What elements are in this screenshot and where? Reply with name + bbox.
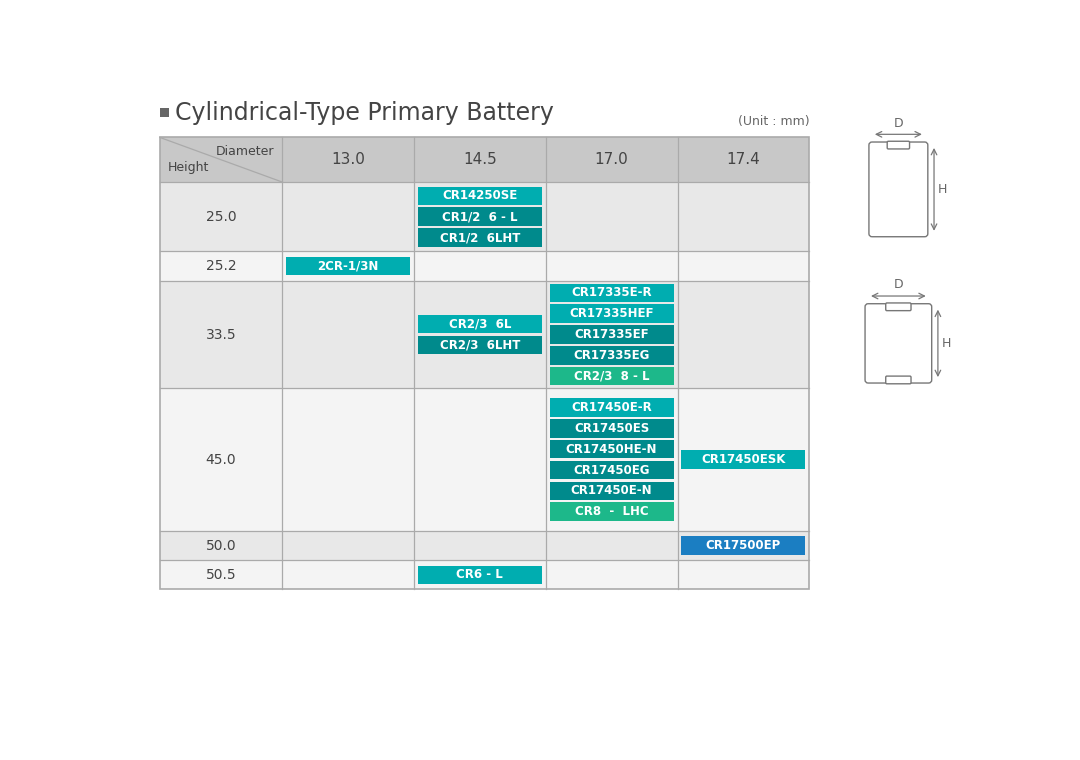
Text: 25.0: 25.0 <box>205 210 237 223</box>
Bar <box>160 138 809 590</box>
Bar <box>418 207 542 226</box>
Text: (Unit : mm): (Unit : mm) <box>738 116 809 128</box>
Text: 50.5: 50.5 <box>205 568 237 581</box>
FancyBboxPatch shape <box>865 304 932 383</box>
FancyBboxPatch shape <box>869 142 928 236</box>
Bar <box>550 440 674 458</box>
Bar <box>418 565 542 584</box>
Bar <box>550 461 674 480</box>
Text: 13.0: 13.0 <box>332 152 365 167</box>
Text: CR17450E-N: CR17450E-N <box>571 484 652 497</box>
Bar <box>160 182 809 252</box>
Bar <box>160 138 809 182</box>
Text: 45.0: 45.0 <box>205 453 237 467</box>
Bar <box>550 482 674 500</box>
Text: H: H <box>937 183 947 196</box>
Text: CR2/3  8 - L: CR2/3 8 - L <box>573 369 649 382</box>
Text: D: D <box>893 278 903 291</box>
Bar <box>550 502 674 521</box>
Bar <box>418 315 542 334</box>
Text: 14.5: 14.5 <box>463 152 497 167</box>
Text: CR17500EP: CR17500EP <box>705 539 781 552</box>
Text: Cylindrical-Type Primary Battery: Cylindrical-Type Primary Battery <box>175 101 554 125</box>
Text: CR17335EG: CR17335EG <box>573 349 650 362</box>
Bar <box>681 451 806 469</box>
Text: 50.0: 50.0 <box>205 539 237 553</box>
Text: D: D <box>893 117 903 130</box>
Bar <box>160 280 809 388</box>
Text: Height: Height <box>167 161 208 174</box>
Text: CR17335HEF: CR17335HEF <box>569 307 653 320</box>
Bar <box>160 388 809 531</box>
Text: CR17450EG: CR17450EG <box>573 464 650 477</box>
Text: CR17450ESK: CR17450ESK <box>701 453 785 466</box>
Text: CR17335EF: CR17335EF <box>575 328 649 341</box>
Text: H: H <box>942 337 951 350</box>
Text: CR1/2  6 - L: CR1/2 6 - L <box>442 211 517 223</box>
Text: Diameter: Diameter <box>216 145 274 158</box>
Bar <box>418 187 542 205</box>
FancyBboxPatch shape <box>887 141 909 149</box>
Bar <box>681 537 806 555</box>
Text: 33.5: 33.5 <box>205 328 237 341</box>
Text: CR17450ES: CR17450ES <box>573 422 649 435</box>
Bar <box>550 346 674 365</box>
FancyBboxPatch shape <box>886 376 912 384</box>
FancyBboxPatch shape <box>886 303 912 311</box>
Text: 17.4: 17.4 <box>727 152 760 167</box>
Bar <box>160 252 809 280</box>
Text: CR8  -  LHC: CR8 - LHC <box>575 505 648 518</box>
Text: CR17335E-R: CR17335E-R <box>571 287 652 299</box>
Bar <box>160 560 809 590</box>
Text: CR2/3  6L: CR2/3 6L <box>448 318 511 331</box>
Bar <box>286 257 410 275</box>
Text: CR14250SE: CR14250SE <box>442 189 517 202</box>
Text: CR17450HE-N: CR17450HE-N <box>566 443 658 456</box>
Text: CR17450E-R: CR17450E-R <box>571 401 652 414</box>
Bar <box>550 325 674 344</box>
Text: CR1/2  6LHT: CR1/2 6LHT <box>440 231 521 244</box>
Text: 25.2: 25.2 <box>205 259 237 273</box>
Bar <box>550 305 674 323</box>
Text: 2CR-1/3N: 2CR-1/3N <box>318 259 379 273</box>
Text: CR2/3  6LHT: CR2/3 6LHT <box>440 338 521 351</box>
Bar <box>160 531 809 560</box>
Bar <box>550 367 674 385</box>
Bar <box>418 228 542 247</box>
Text: 17.0: 17.0 <box>595 152 629 167</box>
Bar <box>550 283 674 302</box>
Text: CR6 - L: CR6 - L <box>457 568 503 581</box>
Bar <box>550 398 674 417</box>
Bar <box>418 336 542 354</box>
Bar <box>160 108 170 117</box>
Bar <box>550 420 674 438</box>
